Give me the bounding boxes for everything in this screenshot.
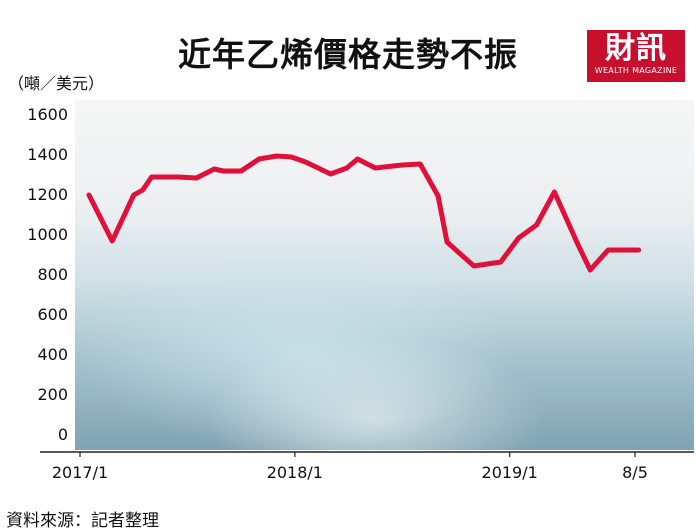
x-tick-label-0: 2017/1 — [52, 463, 108, 482]
plot-background-image — [75, 100, 694, 450]
logo-sub-text: WEALTH MAGAZINE — [594, 66, 678, 75]
x-tick-label-2: 2019/1 — [482, 463, 538, 482]
y-tick-label-600: 600 — [37, 305, 68, 324]
chart-title: 近年乙烯價格走勢不振 — [178, 35, 518, 74]
source-note: 資料來源：記者整理 — [6, 511, 159, 531]
price-line-series-0 — [86, 153, 642, 273]
y-tick-label-1200: 1200 — [27, 185, 68, 204]
y-tick-label-1600: 1600 — [27, 105, 68, 124]
x-tick-label-3: 8/5 — [622, 463, 648, 482]
y-tick-label-800: 800 — [37, 265, 68, 284]
x-tick-label-1: 2018/1 — [267, 463, 323, 482]
y-tick-label-1400: 1400 — [27, 145, 68, 164]
y-tick-label-1000: 1000 — [27, 225, 68, 244]
y-tick-label-400: 400 — [37, 345, 68, 364]
y-tick-label-0: 0 — [58, 425, 68, 444]
y-axis-unit-label: （噸／美元） — [8, 74, 105, 93]
wealth-magazine-logo: 財訊 WEALTH MAGAZINE — [587, 30, 685, 82]
y-tick-label-200: 200 — [37, 385, 68, 404]
logo-main-text: 財訊 — [605, 31, 667, 66]
